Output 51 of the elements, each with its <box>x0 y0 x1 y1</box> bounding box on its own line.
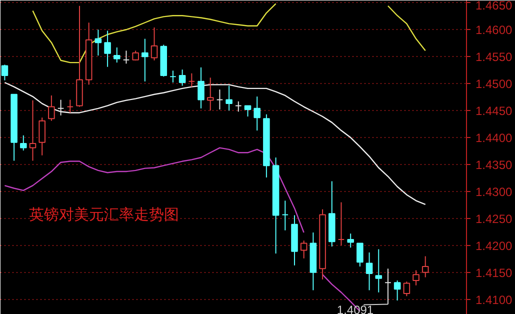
candlestick <box>347 233 354 248</box>
candlestick <box>122 50 130 64</box>
candlestick <box>104 30 111 68</box>
y-tick-label: 1.4500 <box>476 77 513 92</box>
candlestick <box>170 70 176 84</box>
candlestick <box>38 117 46 156</box>
candlestick <box>412 270 420 286</box>
candlestick <box>132 50 139 61</box>
y-tick-label: 1.4650 <box>476 0 513 12</box>
y-tick-label: 1.4600 <box>476 23 513 38</box>
candlestick <box>20 134 27 151</box>
candlestick <box>57 99 64 116</box>
candlestick <box>422 256 429 278</box>
candlestick <box>254 96 260 132</box>
candlestick <box>226 85 232 112</box>
candlestick <box>150 26 158 61</box>
candlestick <box>94 29 102 56</box>
candlestick <box>48 94 55 122</box>
candlestick <box>178 69 186 86</box>
candlestick <box>198 66 204 109</box>
candlestick <box>1 64 8 81</box>
candlestick <box>29 100 36 162</box>
candlestick <box>216 89 224 110</box>
y-tick-label: 1.4200 <box>476 238 513 253</box>
annotation: 1.4091 <box>336 303 374 314</box>
y-tick-label: 1.4300 <box>476 184 513 199</box>
line-series <box>4 82 426 206</box>
candlestick <box>300 240 308 259</box>
candlestick <box>394 280 401 301</box>
candlestick <box>66 99 74 114</box>
candlestick <box>142 38 148 82</box>
y-tick-label: 1.4250 <box>476 212 513 226</box>
candlestick <box>282 200 289 231</box>
candlestick <box>384 268 392 305</box>
candlestick <box>403 281 410 297</box>
candlestick <box>113 46 120 64</box>
candlestick <box>188 72 196 88</box>
y-tick-label: 1.4100 <box>476 292 513 307</box>
candlestick <box>206 77 214 112</box>
candlestick <box>366 252 373 291</box>
candlestick <box>356 242 364 267</box>
candlestick <box>235 100 242 112</box>
text: 英镑对美元汇率走势图 <box>29 205 180 224</box>
candlestick <box>338 202 345 246</box>
candlestick <box>244 105 252 117</box>
candlestick <box>375 248 382 293</box>
y-tick-label: 1.4150 <box>476 266 513 280</box>
y-tick-label: 1.4550 <box>476 50 513 64</box>
y-tick-label: 1.4450 <box>476 104 513 118</box>
y-tick-label: 1.4400 <box>476 131 513 146</box>
y-tick-label: 1.4350 <box>476 158 513 172</box>
